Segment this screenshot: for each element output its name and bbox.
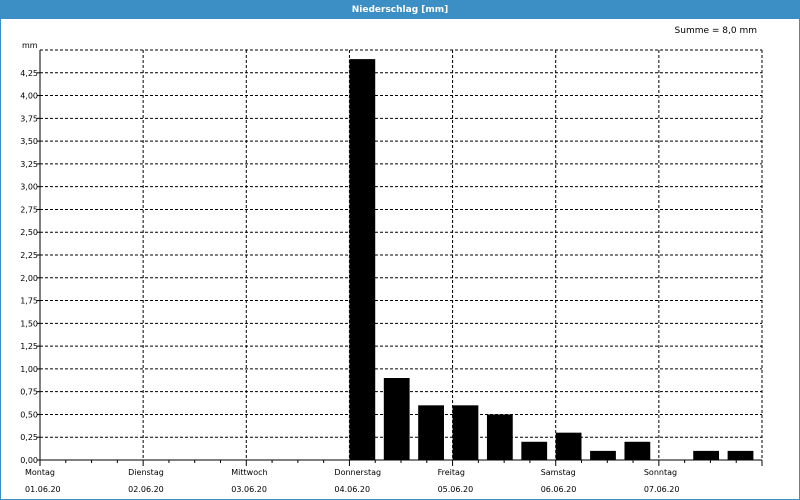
x-day-label: Sonntag xyxy=(644,468,677,477)
y-tick-label: 3,50 xyxy=(20,137,38,146)
precipitation-bar xyxy=(590,450,616,460)
precipitation-bar xyxy=(727,450,754,460)
precipitation-bar xyxy=(555,432,582,460)
precipitation-bar xyxy=(418,405,444,460)
precipitation-bar xyxy=(452,405,479,460)
precipitation-bar xyxy=(521,441,548,460)
y-axis-unit-label: mm xyxy=(22,41,38,50)
y-tick-label: 0,25 xyxy=(20,433,38,442)
precipitation-bar xyxy=(383,378,410,460)
y-tick-label: 2,50 xyxy=(20,228,38,237)
x-date-label: 06.06.20 xyxy=(541,485,577,494)
precipitation-bar xyxy=(693,450,720,460)
y-tick-label: 1,75 xyxy=(20,297,38,306)
x-day-label: Montag xyxy=(25,468,55,477)
y-tick-label: 2,25 xyxy=(20,251,38,260)
x-date-label: 02.06.20 xyxy=(128,485,164,494)
window-title: Niederschlag [mm] xyxy=(1,1,799,19)
x-day-label: Mittwoch xyxy=(231,468,267,477)
x-date-label: 04.06.20 xyxy=(334,485,370,494)
x-date-label: 07.06.20 xyxy=(644,485,680,494)
x-date-label: 01.06.20 xyxy=(25,485,61,494)
x-day-label: Donnerstag xyxy=(334,468,381,477)
sum-label: Summe = 8,0 mm xyxy=(674,26,757,36)
x-date-label: 05.06.20 xyxy=(438,485,474,494)
x-day-label: Samstag xyxy=(541,468,576,477)
y-tick-label: 1,25 xyxy=(20,342,38,351)
y-tick-label: 0,00 xyxy=(20,456,38,465)
y-tick-label: 1,00 xyxy=(20,365,38,374)
x-day-label: Freitag xyxy=(438,468,465,477)
y-tick-label: 4,00 xyxy=(20,92,38,101)
precipitation-bar xyxy=(486,414,513,460)
y-tick-label: 4,25 xyxy=(20,69,38,78)
x-day-label: Dienstag xyxy=(128,468,164,477)
y-tick-label: 1,50 xyxy=(20,319,38,328)
y-tick-label: 0,75 xyxy=(20,388,38,397)
y-tick-label: 2,75 xyxy=(20,205,38,214)
y-tick-label: 3,75 xyxy=(20,114,38,123)
precipitation-bar xyxy=(349,59,376,460)
y-tick-label: 3,25 xyxy=(20,160,38,169)
y-tick-label: 0,50 xyxy=(20,410,38,419)
y-tick-label: 2,00 xyxy=(20,274,38,283)
x-date-label: 03.06.20 xyxy=(231,485,267,494)
y-tick-label: 3,00 xyxy=(20,183,38,192)
precipitation-bar xyxy=(624,441,651,460)
